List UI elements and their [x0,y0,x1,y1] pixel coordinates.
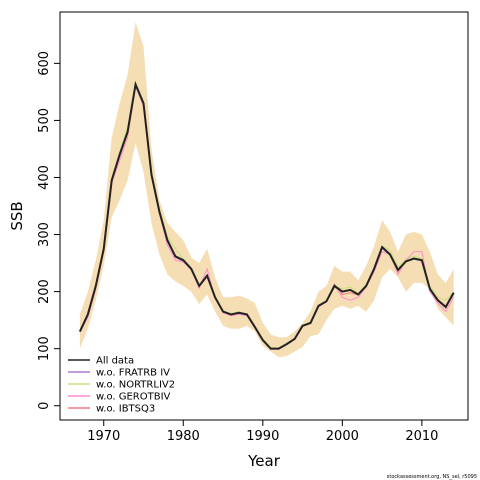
confidence-band-layer [79,22,454,358]
series-lines-layer [78,80,455,350]
x-tick-label: 2010 [405,429,438,444]
x-tick-label: 2000 [326,429,359,444]
x-tick-label: 1990 [246,429,279,444]
y-axis-title: SSB [8,201,26,230]
legend-entry: w.o. GEROTBIV [96,392,171,403]
confidence-band [79,22,454,358]
plot-frame [59,11,469,421]
y-tick-label: 200 [37,279,52,304]
legend-entry: w.o. IBTSQ3 [96,404,155,415]
x-tick-label: 1980 [167,429,200,444]
y-tick-label: 0 [37,402,52,410]
footer-credit: stockassessment.org, NS_sel, r5095 [387,474,477,480]
legend-entry: w.o. FRATRB IV [96,368,170,379]
legend-entry: All data [96,356,134,367]
x-axis-title: Year [247,452,281,470]
y-tick-label: 300 [37,222,52,247]
x-tick-label: 1970 [87,429,120,444]
y-tick-label: 600 [37,51,52,76]
y-tick-label: 400 [37,165,52,190]
y-axis: 0 100 200 300 400 500 600 [37,51,60,410]
y-tick-label: 500 [37,108,52,133]
legend-entry: w.o. NORTRLIV2 [96,380,175,391]
series-line-all-data [78,80,455,350]
y-tick-label: 100 [37,336,52,361]
x-axis: 1970 1980 1990 2000 2010 [87,420,438,444]
